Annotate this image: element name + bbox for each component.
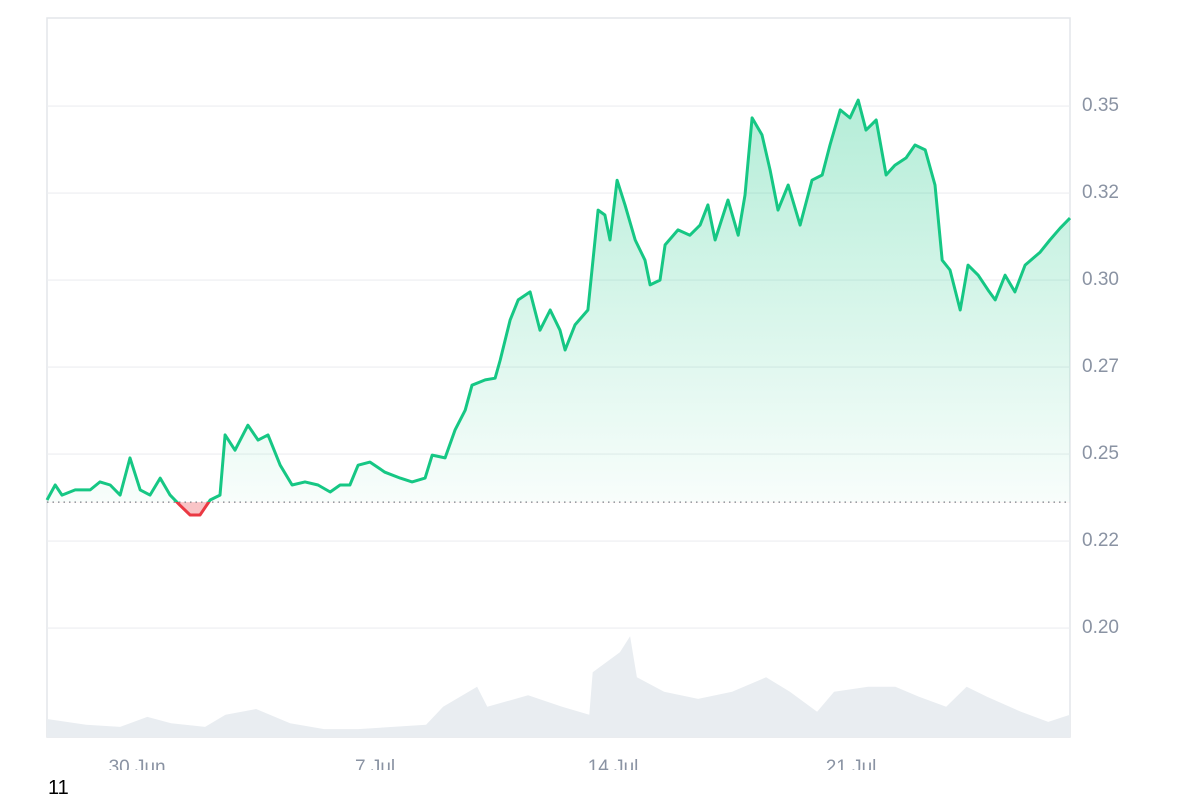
y-tick-label: 0.20	[1082, 617, 1119, 638]
x-tick-label: 30 Jun	[109, 757, 166, 770]
volume-area	[47, 636, 1070, 737]
price-line	[45, 98, 1072, 517]
y-tick-label: 0.32	[1082, 182, 1119, 203]
x-tick-label: 14 Jul	[588, 757, 639, 770]
y-tick-label: 0.30	[1082, 269, 1119, 290]
chart: 0.20 0.22 0.25 0.27 0.30 0.32 0.35 30 Jun 7 Jul 1…	[45, 17, 1119, 770]
y-tick-label: 0.35	[1082, 95, 1119, 116]
y-tick-label: 0.25	[1082, 443, 1119, 464]
y-tick-label: 0.27	[1082, 356, 1119, 377]
price-area	[47, 100, 1070, 515]
x-tick-label: 7 Jul	[355, 757, 395, 770]
footer-text: 11	[48, 777, 69, 799]
x-tick-label: 21 Jul	[826, 757, 877, 770]
y-tick-label: 0.22	[1082, 530, 1119, 551]
